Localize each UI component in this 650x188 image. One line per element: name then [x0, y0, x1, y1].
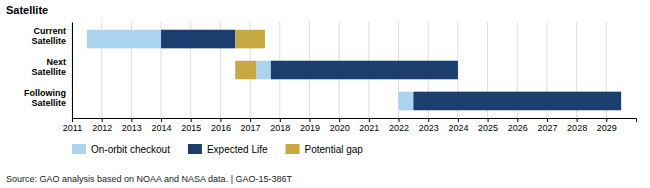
y-tick-label-line: Next: [46, 57, 66, 67]
x-tick-label: 2020: [330, 123, 350, 133]
x-tick-mark: [428, 118, 429, 122]
x-tick: 2028: [567, 118, 587, 133]
x-tick-label: 2012: [92, 123, 112, 133]
x-tick-mark: [547, 118, 548, 122]
bar: [87, 30, 161, 49]
x-tick: 2021: [359, 118, 379, 133]
x-tick-label: 2017: [241, 123, 261, 133]
legend-item: Potential gap: [286, 144, 364, 155]
x-tick: 2015: [181, 118, 201, 133]
y-tick-label-line: Satellite: [31, 67, 66, 77]
x-tick: 2019: [300, 118, 320, 133]
bar: [161, 30, 235, 49]
x-tick-mark: [399, 118, 400, 122]
bar: [235, 61, 256, 80]
x-tick: 2020: [330, 118, 350, 133]
annotation: Source: GAO analysis based on NOAA and N…: [6, 174, 292, 184]
x-tick: 2014: [152, 118, 172, 133]
x-tick-label: 2011: [63, 123, 82, 133]
bar: [399, 92, 414, 111]
x-tick: 2017: [241, 118, 261, 133]
y-tick-label-line: Following: [24, 88, 66, 98]
title: Satellite: [6, 4, 48, 16]
x-tick-label: 2026: [508, 123, 528, 133]
legend-label: Expected Life: [207, 144, 268, 155]
x-tick: 2025: [478, 118, 498, 133]
legend-label: Potential gap: [305, 144, 364, 155]
bar: [256, 61, 271, 80]
y-axis: CurrentSatelliteNextSatelliteFollowingSa…: [24, 23, 73, 119]
legend-swatch: [188, 144, 202, 154]
x-tick-label: 2018: [270, 123, 290, 133]
x-tick: 2022: [389, 118, 409, 133]
x-tick: 2029: [597, 118, 617, 133]
x-tick-label: 2022: [389, 123, 409, 133]
x-tick-label: 2019: [300, 123, 320, 133]
x-tick: 2011: [63, 118, 82, 133]
x-tick-mark: [606, 118, 607, 122]
x-tick-mark: [280, 118, 281, 122]
chart: 2011 2012 2013 2014 2015 2016 2017 2018 2019 2020…: [0, 0, 650, 188]
y-tick: CurrentSatellite: [31, 26, 72, 46]
x-tick: 2012: [92, 118, 112, 133]
legend-swatch: [286, 144, 300, 154]
y-tick: NextSatellite: [31, 57, 72, 77]
x-tick: 2023: [419, 118, 439, 133]
x-tick-label: 2028: [567, 123, 587, 133]
x-tick-mark: [191, 118, 192, 122]
legend-label: On-orbit checkout: [91, 144, 170, 155]
x-axis-line: [73, 119, 637, 123]
x-tick-mark: [488, 118, 489, 122]
bar: [413, 92, 621, 111]
x-tick: 2013: [122, 118, 142, 133]
bar: [271, 61, 458, 80]
x-tick: 2018: [270, 118, 290, 133]
x-tick-label: 2016: [211, 123, 231, 133]
x-tick-mark: [458, 118, 459, 122]
x-tick: 2026: [508, 118, 528, 133]
x-tick-label: 2021: [359, 123, 379, 133]
x-tick-mark: [369, 118, 370, 122]
y-tick-label: NextSatellite: [31, 57, 66, 77]
x-tick-label: 2015: [181, 123, 201, 133]
x-tick-mark: [131, 118, 132, 122]
x-tick-mark: [102, 118, 103, 122]
legend-item: On-orbit checkout: [72, 144, 170, 155]
x-tick-mark: [72, 118, 73, 122]
x-tick: 2024: [448, 118, 468, 133]
legend-item: Expected Life: [188, 144, 268, 155]
x-tick-mark: [339, 118, 340, 122]
y-tick-label: FollowingSatellite: [24, 88, 66, 108]
plot: 2011 2012 2013 2014 2015 2016 2017 2018 2019 2020…: [24, 22, 637, 133]
x-tick-label: 2013: [122, 123, 142, 133]
bar: [235, 30, 265, 49]
x-tick: 2027: [537, 118, 557, 133]
x-tick-label: 2025: [478, 123, 498, 133]
x-tick-label: 2024: [448, 123, 468, 133]
x-tick-label: 2027: [537, 123, 557, 133]
y-axis-line: [72, 23, 73, 119]
x-tick-mark: [220, 118, 221, 122]
x-tick-mark: [309, 118, 310, 122]
legend: On-orbit checkout Expected Life Potential …: [72, 144, 363, 155]
legend-swatch: [72, 144, 86, 154]
x-tick-mark: [577, 118, 578, 122]
grid-line: [72, 22, 73, 118]
bars: [87, 30, 621, 111]
y-tick-label: CurrentSatellite: [31, 26, 66, 46]
y-tick-label-line: Current: [33, 26, 66, 36]
x-tick-mark: [517, 118, 518, 122]
y-tick-label-line: Satellite: [31, 98, 66, 108]
x-axis: 2011 2012 2013 2014 2015 2016 2017 2018 2019 2020…: [63, 118, 637, 133]
y-tick-label-line: Satellite: [31, 36, 66, 46]
x-tick-label: 2014: [152, 123, 172, 133]
x-tick-label: 2023: [419, 123, 439, 133]
x-tick: 2016: [211, 118, 231, 133]
x-tick-label: 2029: [597, 123, 617, 133]
x-tick-mark: [250, 118, 251, 122]
x-tick-mark: [161, 118, 162, 122]
y-tick: FollowingSatellite: [24, 88, 72, 108]
